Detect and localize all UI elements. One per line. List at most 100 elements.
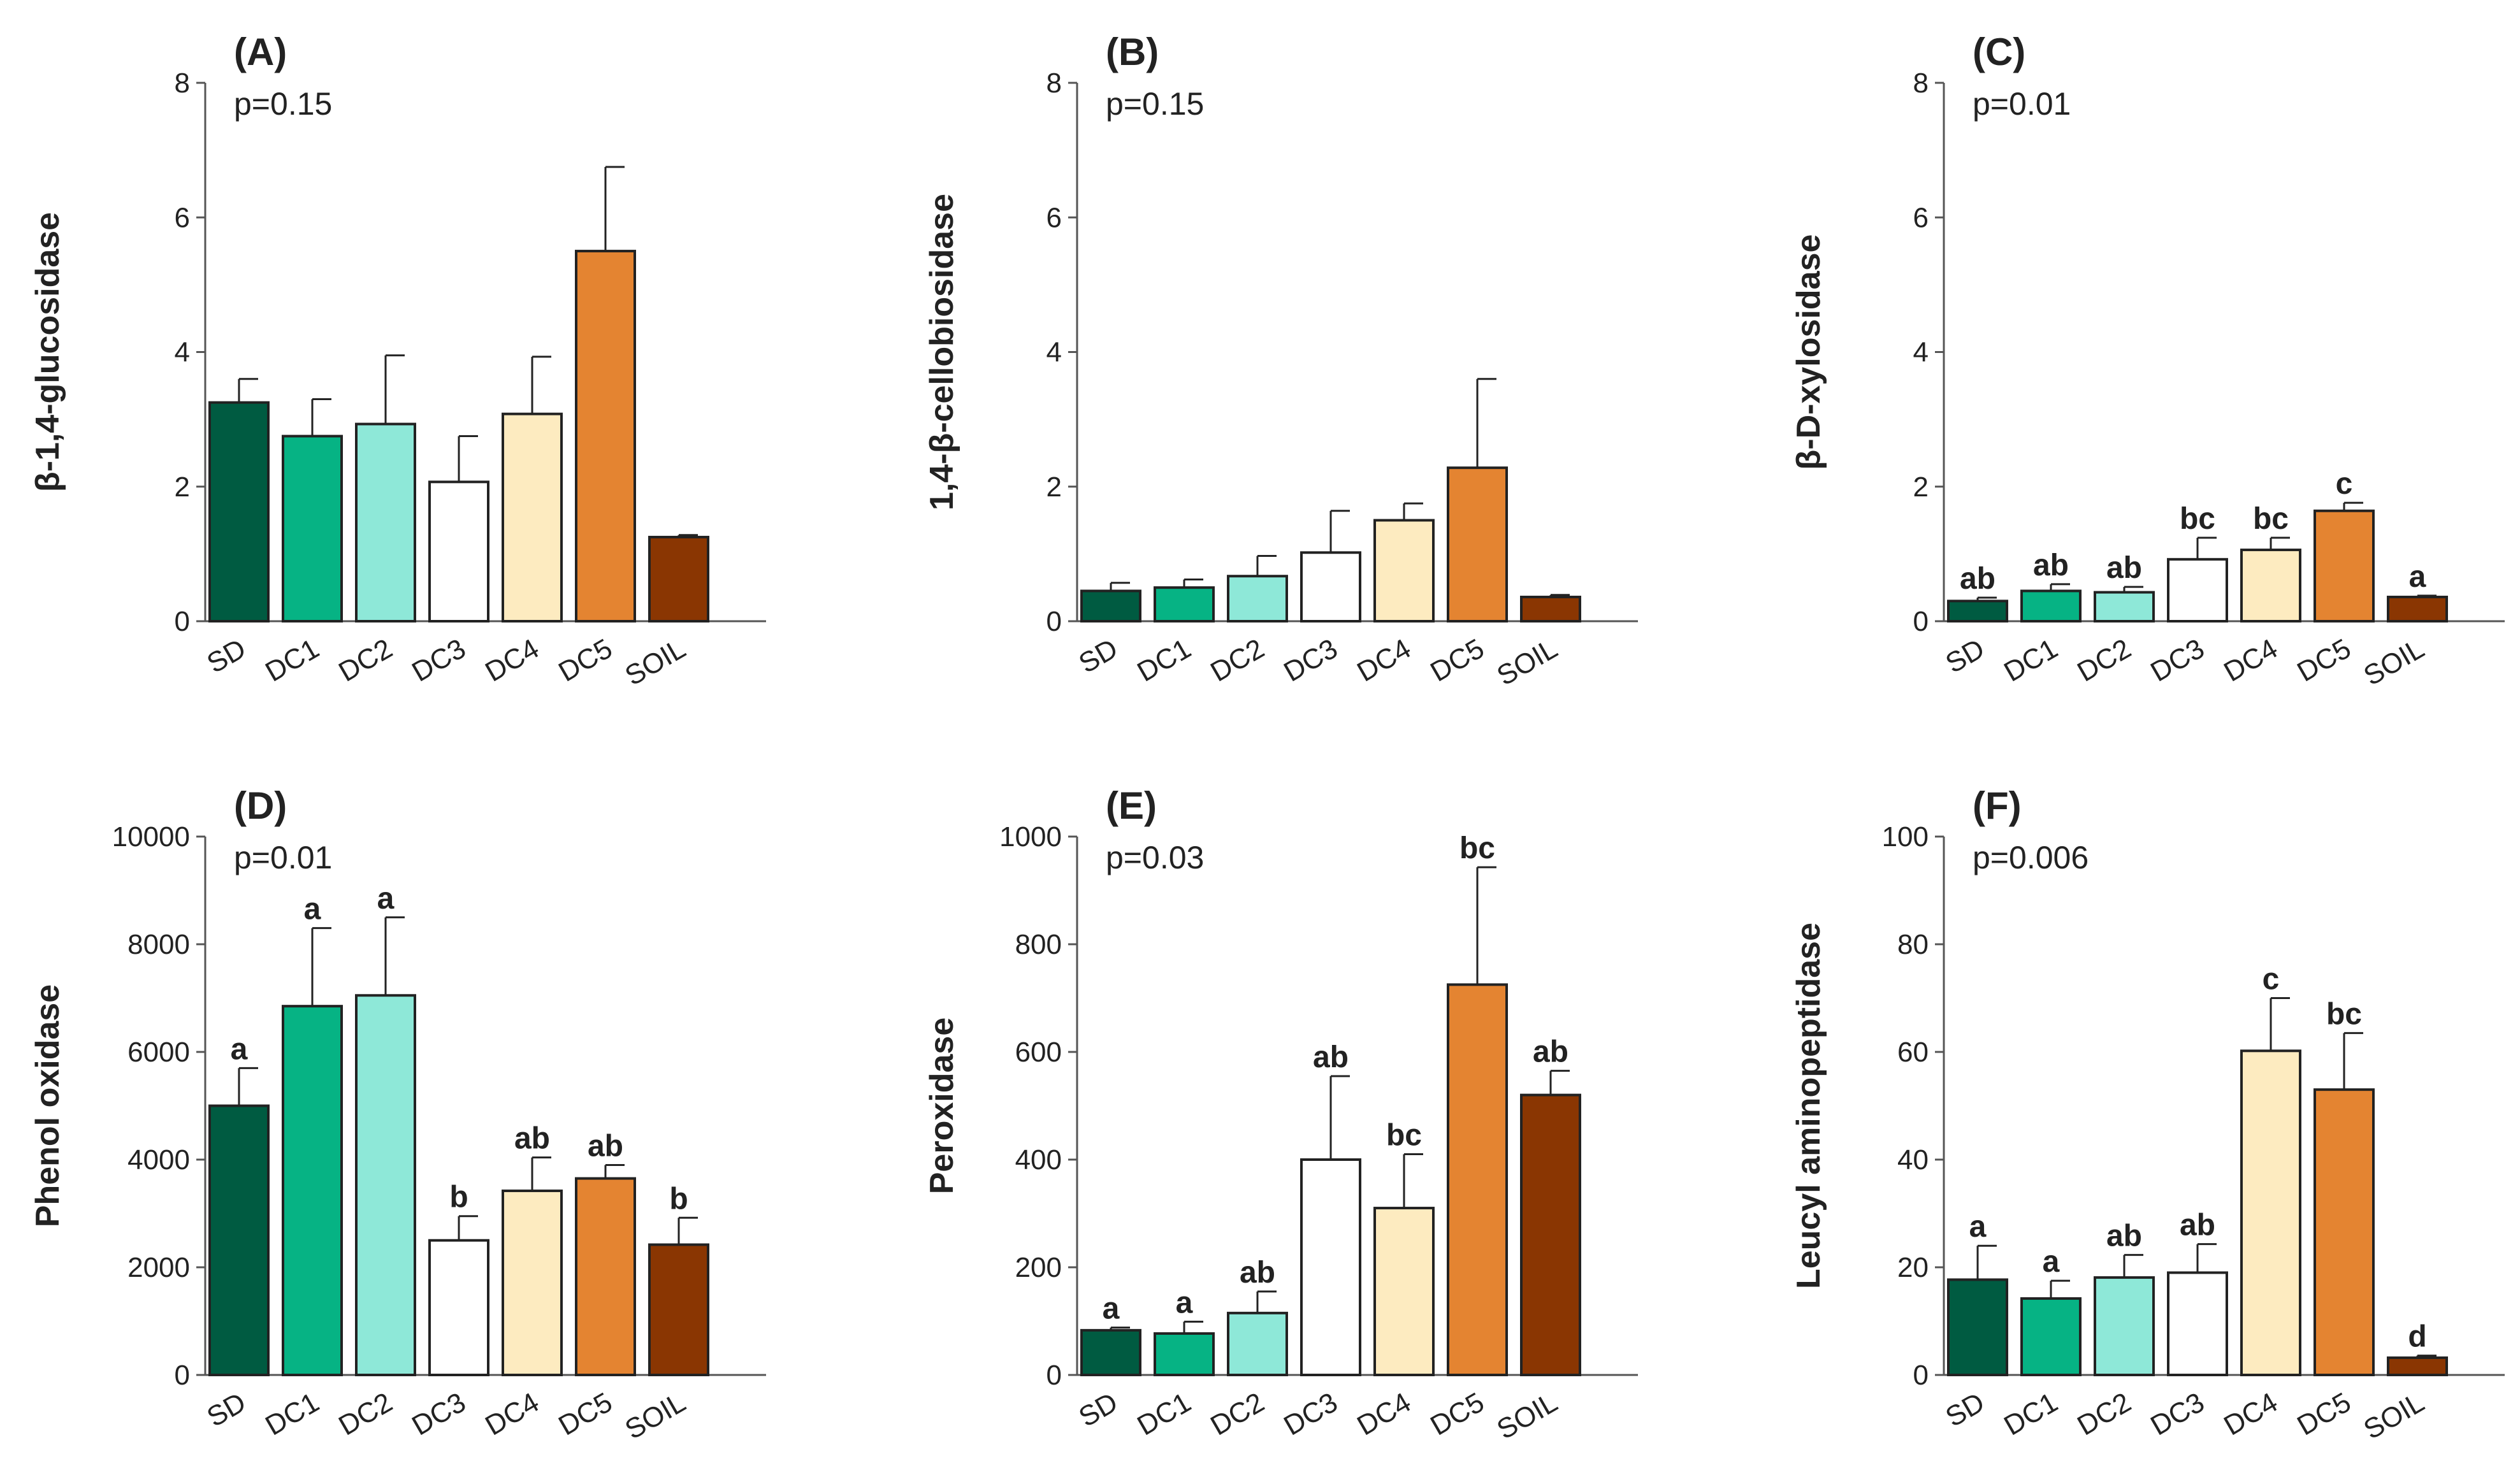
x-tick-label: DC3 xyxy=(407,633,471,687)
bar-dc5 xyxy=(1447,466,1508,622)
x-tick-label: SD xyxy=(202,633,251,679)
bar-dc4 xyxy=(502,1190,563,1376)
bar-sd xyxy=(1080,1328,1141,1376)
significance-letter: bc xyxy=(1459,831,1495,865)
y-axis-label: Peroxidase xyxy=(923,1018,960,1195)
y-tick-label: 2 xyxy=(175,471,190,503)
bar-dc3 xyxy=(2167,1271,2228,1376)
x-tick-label: DC2 xyxy=(2072,633,2136,687)
bar-dc4 xyxy=(2240,549,2301,622)
significance-letter: ab xyxy=(588,1129,623,1163)
y-tick-label: 20 xyxy=(1897,1252,1929,1283)
x-tick-label: DC5 xyxy=(2292,633,2356,687)
y-tick-label: 4000 xyxy=(127,1144,190,1176)
p-value: p=0.01 xyxy=(234,840,332,875)
bar-soil xyxy=(2387,595,2448,622)
bar-dc2 xyxy=(2094,1276,2155,1377)
significance-letter: ab xyxy=(2033,549,2069,582)
y-axis-label: β-1,4-glucosidase xyxy=(29,212,66,492)
bar-dc1 xyxy=(2020,589,2082,622)
bar-soil xyxy=(2387,1356,2448,1376)
panel-label: (C) xyxy=(1973,31,2025,73)
significance-letter: ab xyxy=(2106,1219,2142,1253)
x-tick-label: DC4 xyxy=(1352,633,1416,687)
bar-dc1 xyxy=(1154,586,1215,622)
x-tick-label: DC4 xyxy=(480,633,544,687)
y-axis-label: Leucyl aminopeptidase xyxy=(1790,923,1827,1289)
significance-letter: bc xyxy=(2180,502,2215,536)
significance-letter: ab xyxy=(1960,562,1995,596)
bar-dc4 xyxy=(1373,519,1435,622)
bar-dc3 xyxy=(1300,551,1361,623)
significance-letter: bc xyxy=(1386,1119,1422,1153)
bar-dc1 xyxy=(1154,1332,1215,1377)
y-axis-label: β-D-xylosidase xyxy=(1790,234,1827,470)
y-tick-label: 1000 xyxy=(999,821,1062,853)
panel-label: (B) xyxy=(1106,31,1159,73)
x-tick-label: DC4 xyxy=(480,1386,544,1441)
significance-letter: bc xyxy=(2326,997,2362,1031)
bar-dc5 xyxy=(2314,1088,2375,1377)
y-tick-label: 100 xyxy=(1882,821,1929,853)
bar-dc5 xyxy=(575,1177,636,1376)
x-tick-label: DC1 xyxy=(1132,1386,1196,1441)
y-tick-label: 600 xyxy=(1015,1037,1062,1068)
significance-letter: d xyxy=(2408,1320,2426,1354)
y-tick-label: 2 xyxy=(1913,471,1929,503)
y-tick-label: 200 xyxy=(1015,1252,1062,1283)
bar-sd xyxy=(1947,600,2008,622)
x-tick-label: SD xyxy=(1074,1386,1123,1433)
x-tick-label: DC4 xyxy=(2219,1386,2283,1441)
y-tick-label: 60 xyxy=(1897,1037,1929,1068)
bar-dc5 xyxy=(1447,983,1508,1376)
significance-letter: b xyxy=(669,1182,688,1216)
y-tick-label: 8 xyxy=(1046,68,1062,99)
x-tick-label: DC3 xyxy=(2145,1386,2210,1441)
significance-letter: a xyxy=(1176,1286,1193,1320)
bar-dc2 xyxy=(355,422,416,622)
significance-letter: ab xyxy=(1533,1035,1568,1069)
x-tick-label: DC1 xyxy=(1999,633,2063,687)
y-tick-label: 4 xyxy=(1046,337,1062,368)
significance-letter: c xyxy=(2336,467,2353,501)
x-tick-label: DC1 xyxy=(1999,1386,2063,1441)
x-tick-label: SOIL xyxy=(1492,1386,1563,1446)
x-tick-label: SOIL xyxy=(620,1386,691,1446)
x-tick-label: DC3 xyxy=(407,1386,471,1441)
y-axis-label: 1,4-β-cellobiosidase xyxy=(923,194,960,510)
y-tick-label: 6 xyxy=(175,202,190,233)
bar-dc1 xyxy=(282,1005,343,1377)
x-tick-label: DC5 xyxy=(1425,1386,1489,1441)
x-tick-label: DC2 xyxy=(1205,1386,1270,1441)
x-tick-label: DC2 xyxy=(333,1386,398,1441)
y-tick-label: 0 xyxy=(175,606,190,637)
y-tick-label: 8000 xyxy=(127,929,190,960)
x-tick-label: DC2 xyxy=(2072,1386,2136,1441)
bar-sd xyxy=(208,401,270,622)
x-tick-label: DC3 xyxy=(2145,633,2210,687)
x-tick-label: DC3 xyxy=(1278,1386,1343,1441)
panel-c: (C) p=0.01 0 2 4 6 8 β-D-xylosidase SD ab DC1 ab DC2… xyxy=(1790,31,2505,692)
x-tick-label: DC4 xyxy=(2219,633,2283,687)
y-tick-label: 0 xyxy=(175,1360,190,1391)
x-tick-label: SOIL xyxy=(620,633,691,692)
significance-letter: a xyxy=(231,1032,248,1066)
y-tick-label: 4 xyxy=(175,337,190,368)
y-axis-label: Phenol oxidase xyxy=(29,984,66,1227)
bar-dc3 xyxy=(1300,1158,1361,1376)
y-tick-label: 40 xyxy=(1897,1144,1929,1176)
significance-letter: ab xyxy=(514,1122,550,1156)
p-value: p=0.03 xyxy=(1106,840,1204,875)
bar-soil xyxy=(648,1243,709,1377)
y-tick-label: 6 xyxy=(1913,202,1929,233)
y-tick-label: 6000 xyxy=(127,1037,190,1068)
x-tick-label: DC5 xyxy=(553,1386,618,1441)
x-tick-label: DC1 xyxy=(1132,633,1196,687)
significance-letter: a xyxy=(1969,1210,1987,1244)
x-tick-label: DC2 xyxy=(333,633,398,687)
panel-label: (E) xyxy=(1106,784,1157,827)
x-tick-label: DC1 xyxy=(260,633,324,687)
y-tick-label: 0 xyxy=(1046,1360,1062,1391)
y-tick-label: 2 xyxy=(1046,471,1062,503)
